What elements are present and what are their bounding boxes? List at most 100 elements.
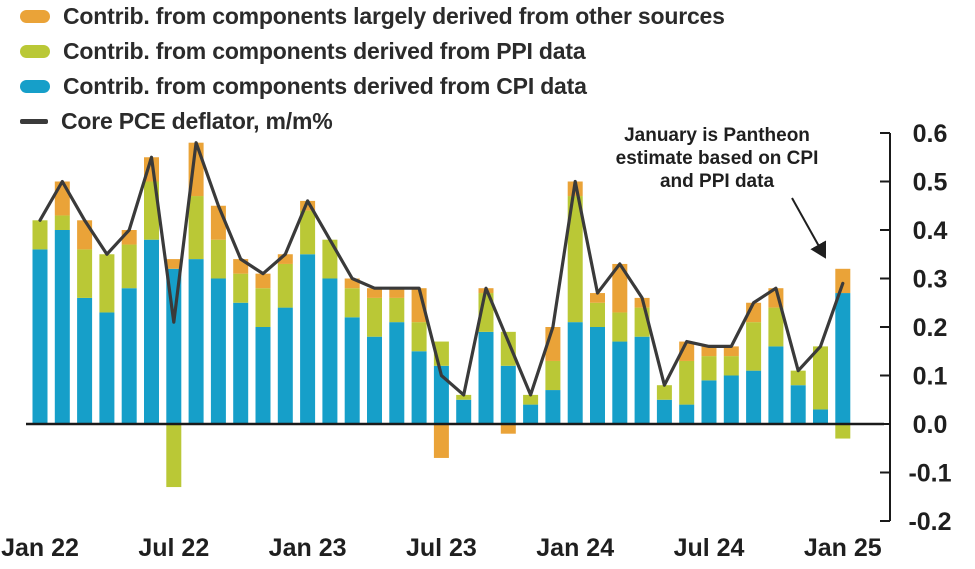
y-tick-label: 0.2 [913,314,948,342]
bar-segment-cpi [790,385,806,424]
bar-segment-cpi [99,312,115,424]
annotation-arrow-icon [791,197,827,259]
annotation-text: January is Pantheon estimate based on CP… [610,124,824,193]
x-tick-label: Jan 25 [804,534,882,562]
bar-segment-cpi [166,268,182,424]
x-tick-label: Jul 23 [406,534,477,562]
bar-segment-ppi [188,196,204,260]
bar-segment-ppi [500,331,516,366]
annotation-line-3: and PPI data [659,171,775,192]
bar-segment-cpi [121,288,137,424]
bar-segment-cpi [723,375,739,424]
bar-segment-other [701,346,717,357]
bar-segment-cpi [344,317,360,424]
bar-segment-ppi [277,263,293,308]
bar-segment-cpi [500,365,516,424]
y-tick-label: 0.0 [913,411,948,439]
bar-segment-ppi [723,356,739,376]
legend-line-swatch-icon [20,119,48,124]
legend-swatch-icon [20,10,50,23]
bar-segment-cpi [367,336,382,424]
bar-segment-other [300,200,316,211]
bar-segment-ppi [255,288,271,327]
legend-item-core-pce: Core PCE deflator, m/m% [20,108,725,135]
bar-segment-cpi [835,293,851,424]
bar-segment-ppi [300,210,316,255]
bar-segment-cpi [188,259,204,424]
legend-label: Contrib. from components derived from CP… [63,73,587,99]
bar-segment-other [590,293,605,303]
legend-swatch-icon [20,80,50,93]
bar-segment-cpi [210,278,226,424]
bar-segment-ppi [545,360,561,391]
bar-segment-other [210,205,226,240]
bar-segment-ppi [389,297,405,323]
bar-segment-cpi [746,370,762,424]
bar-segment-cpi [255,327,271,424]
bar-segment-ppi [790,370,806,386]
bar-segment-cpi [813,409,828,424]
bar-segment-other [367,288,382,298]
bar-segment-ppi [612,312,628,342]
y-tick-label: -0.2 [908,508,951,536]
bar-segment-cpi [300,254,316,424]
bar-segment-ppi [701,356,717,381]
bar-segment-ppi [456,394,472,400]
bar-segment-ppi [322,239,338,279]
x-tick-label: Jul 24 [674,534,745,562]
y-tick-label: 0.3 [913,266,948,294]
bar-segment-ppi [813,346,828,410]
bar-segment-cpi [54,230,70,424]
bar-segment-other [389,288,405,298]
bar-segment-cpi [701,380,717,424]
bar-segment-cpi [456,399,472,424]
y-tick-label: 0.1 [913,363,948,391]
bar-segment-other [612,263,628,313]
bar-segment-other [54,181,70,216]
legend-item-other: Contrib. from components largely derived… [20,3,725,30]
bar-segment-ppi [344,288,360,318]
bar-segment-cpi [634,336,650,424]
y-tick-label: 0.5 [913,169,948,197]
bar-segment-ppi [54,215,70,230]
bar-segment-ppi [210,239,226,279]
bar-segment-cpi [411,351,427,424]
bar-segment-cpi [656,399,672,424]
legend-label: Contrib. from components largely derived… [63,3,725,29]
bar-segment-other [344,278,360,289]
x-tick-label: Jan 23 [269,534,347,562]
bar-segment-ppi [567,196,583,323]
bar-segment-ppi [367,297,382,337]
annotation-line-1: January is Pantheon [624,125,810,146]
bar-segment-other [255,273,271,289]
legend: Contrib. from components largely derived… [20,3,725,135]
bar-segment-ppi [99,254,115,313]
bar-segment-ppi [768,307,784,347]
bar-segment-cpi [523,404,539,424]
bar-segment-other [77,220,93,250]
y-tick-label: -0.1 [908,460,951,488]
bar-segment-cpi [768,346,784,424]
bar-segment-other [277,254,293,264]
legend-item-cpi: Contrib. from components derived from CP… [20,73,725,100]
annotation-line-2: estimate based on CPI [615,148,819,169]
y-tick-label: 0.4 [913,217,948,245]
bar-segment-cpi [545,390,561,424]
bar-segment-cpi [567,322,583,424]
bar-segment-cpi [478,331,494,424]
bar-segment-cpi [590,327,605,424]
bar-segment-ppi [656,385,672,400]
y-tick-label: 0.6 [913,120,948,148]
bar-segment-cpi [144,239,159,424]
bar-segment-ppi [411,322,427,352]
x-tick-label: Jul 22 [138,534,209,562]
bar-segment-ppi [77,249,93,298]
legend-item-ppi: Contrib. from components derived from PP… [20,38,725,65]
bar-segment-ppi [233,273,249,303]
bar-segment-other [723,346,739,357]
bar-segment-other [500,424,516,434]
bar-segment-other [835,268,851,294]
bar-segment-cpi [277,307,293,424]
